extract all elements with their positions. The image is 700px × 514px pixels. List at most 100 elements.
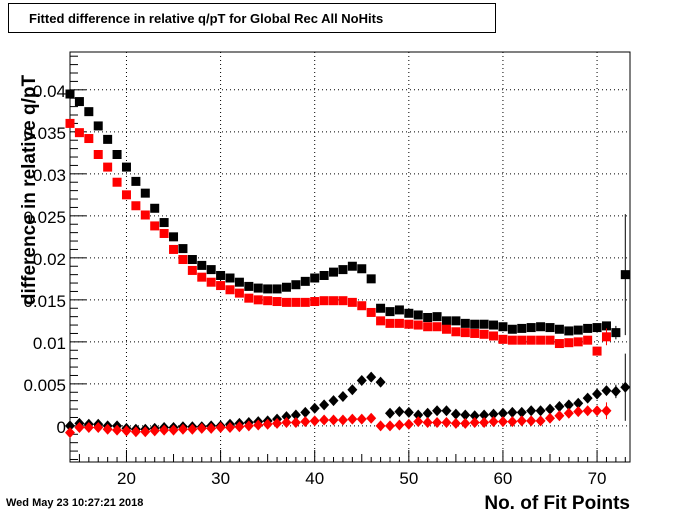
series-1-point (451, 327, 461, 337)
series-0-point (187, 255, 197, 265)
series-1-point (357, 301, 367, 311)
series-2-point (469, 410, 480, 422)
series-1-point (272, 297, 282, 307)
series-2-point (441, 405, 452, 417)
series-0-point (216, 270, 226, 280)
x-tick-label-4: 60 (493, 469, 512, 488)
series-2-point (328, 395, 339, 407)
x-tick-label-2: 40 (305, 469, 324, 488)
series-0-point (517, 323, 527, 333)
series-0-point (121, 162, 131, 172)
series-1-point (216, 281, 226, 291)
series-0-point (413, 310, 423, 320)
series-3-point (432, 417, 443, 429)
series-0-point (489, 320, 499, 330)
series-1-point (545, 335, 555, 345)
series-2-point (460, 409, 471, 421)
series-1-point (404, 319, 414, 329)
series-0-point (319, 270, 329, 280)
series-2-point (620, 381, 631, 393)
series-1-point (441, 324, 451, 334)
series-2-point (516, 406, 527, 418)
series-0-point (554, 324, 564, 334)
series-3-point (121, 425, 132, 437)
y-tick-label-7: 0.035 (23, 124, 66, 143)
series-3-point (234, 421, 245, 433)
series-3-point (65, 427, 75, 439)
series-3-point (526, 415, 537, 427)
grid-layer (70, 52, 630, 462)
series-3-point (563, 407, 574, 419)
series-0-point (573, 325, 583, 335)
series-0-point (103, 134, 113, 144)
series-2-point (309, 402, 320, 414)
x-tick-label-1: 30 (211, 469, 230, 488)
series-2-point (507, 406, 518, 418)
series-3-point (262, 418, 273, 430)
series-1-point (84, 134, 94, 144)
series-0-point (357, 264, 367, 274)
series-3-point (130, 426, 141, 438)
series-0-point (263, 284, 273, 294)
y-tick-label-5: 0.025 (23, 208, 66, 227)
series-0-point (291, 280, 301, 290)
series-0-point (620, 270, 630, 280)
series-0-point (366, 274, 376, 284)
series-3-point (140, 426, 151, 438)
series-0-point (347, 261, 357, 271)
series-0-point (178, 244, 188, 254)
series-3-point (168, 424, 179, 436)
series-1-point (244, 293, 254, 303)
series-1-point (366, 307, 376, 317)
series-3-point (112, 424, 123, 436)
series-3-point (93, 422, 104, 434)
series-0-point (611, 328, 621, 338)
series-3-point (149, 425, 160, 437)
series-1-point (300, 297, 310, 307)
series-2-point (592, 388, 603, 400)
series-1-point (470, 328, 480, 338)
series-3-point (83, 422, 94, 434)
series-2-point (610, 385, 621, 397)
series-0-point (526, 323, 536, 333)
series-3-point (450, 417, 461, 429)
series-0-point (140, 188, 150, 198)
series-3-point (413, 416, 424, 428)
series-0-point (84, 107, 94, 117)
series-1-point (329, 296, 339, 306)
series-3-point (469, 417, 480, 429)
series-1-point (121, 190, 131, 200)
series-1-point (507, 335, 517, 345)
series-1-point (253, 295, 263, 305)
series-1-point (206, 277, 216, 287)
series-3-point (592, 405, 603, 417)
series-3-point (319, 414, 330, 426)
series-1-point (526, 335, 536, 345)
series-1-point (93, 150, 103, 159)
series-0-point (310, 273, 320, 283)
series-0-point (470, 319, 480, 329)
series-1-point (573, 337, 583, 347)
series-1-point (169, 244, 179, 254)
series-1-point (225, 285, 235, 295)
y-tick-label-6: 0.03 (33, 166, 66, 185)
series-2-point (281, 411, 292, 423)
x-tick-label-0: 20 (117, 469, 136, 488)
series-0-point (404, 308, 414, 318)
series-3-point (243, 420, 254, 432)
series-0-point (197, 260, 207, 270)
series-1-point (197, 272, 207, 282)
y-tick-label-4: 0.02 (33, 250, 66, 269)
series-0-point (592, 323, 602, 333)
series-1-point (479, 329, 489, 339)
series-3-point (253, 419, 264, 431)
series-2-point (319, 399, 330, 411)
series-2-point (356, 375, 367, 387)
series-1-point (150, 221, 160, 231)
series-0-point (460, 318, 470, 328)
series-3-point (497, 416, 508, 428)
series-1-point (103, 162, 113, 172)
x-tick-label-3: 50 (399, 469, 418, 488)
series-3-point (582, 405, 593, 417)
